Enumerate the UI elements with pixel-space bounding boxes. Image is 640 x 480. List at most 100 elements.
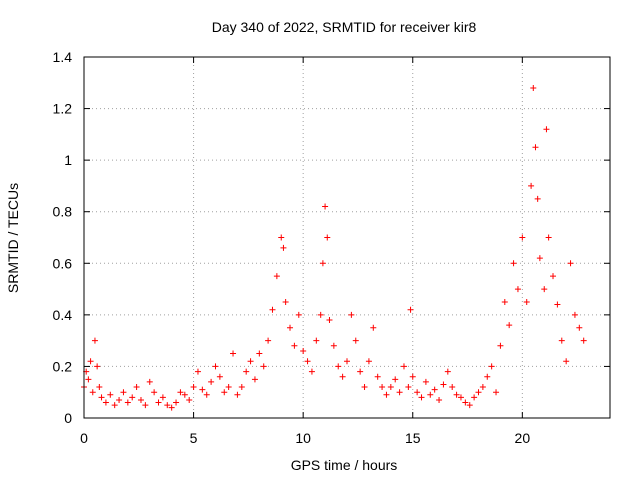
data-point (558, 337, 565, 344)
data-point (142, 402, 149, 409)
data-point (212, 363, 219, 370)
data-point (462, 399, 469, 406)
data-point (151, 389, 158, 396)
data-point (339, 373, 346, 380)
data-point (348, 311, 355, 318)
data-point (87, 358, 94, 365)
data-point (186, 396, 193, 403)
x-tick-labels: 0 5 10 15 20 (80, 430, 530, 446)
data-point (541, 286, 548, 293)
data-point (278, 234, 285, 241)
data-point (365, 358, 372, 365)
data-point (543, 126, 550, 133)
x-tick-label: 10 (295, 430, 311, 446)
y-tick-label: 0 (64, 410, 72, 426)
y-tick-label: 1.4 (53, 49, 73, 65)
chart-title: Day 340 of 2022, SRMTID for receiver kir… (212, 19, 477, 35)
data-point (326, 317, 333, 324)
data-point (225, 384, 232, 391)
data-point (282, 298, 289, 305)
data-point (400, 363, 407, 370)
data-point (449, 384, 456, 391)
data-point (330, 342, 337, 349)
data-point (396, 389, 403, 396)
data-point (273, 273, 280, 280)
x-tick-label: 0 (80, 430, 88, 446)
data-point (550, 273, 557, 280)
data-point (280, 244, 287, 251)
data-point (567, 260, 574, 267)
y-tick-label: 0.4 (53, 307, 73, 323)
data-point (427, 391, 434, 398)
data-point (444, 368, 451, 375)
data-point (453, 391, 460, 398)
data-point (291, 342, 298, 349)
data-point (133, 384, 140, 391)
data-point (523, 298, 530, 305)
data-point (374, 373, 381, 380)
data-point (313, 337, 320, 344)
data-point (269, 306, 276, 313)
data-point (409, 373, 416, 380)
data-point (383, 391, 390, 398)
data-point (304, 358, 311, 365)
data-point (85, 376, 92, 383)
data-point (352, 337, 359, 344)
data-point (234, 391, 241, 398)
data-point (528, 182, 535, 189)
data-point (94, 363, 101, 370)
data-point (96, 384, 103, 391)
data-point (91, 337, 98, 344)
x-axis-label: GPS time / hours (291, 457, 398, 473)
data-point (335, 363, 342, 370)
data-point (392, 376, 399, 383)
data-point (164, 402, 171, 409)
y-tick-label: 0.2 (53, 358, 73, 374)
data-point (300, 347, 307, 354)
data-point (129, 394, 136, 401)
data-point (251, 376, 258, 383)
data-point (422, 378, 429, 385)
data-point (571, 311, 578, 318)
data-point (146, 378, 153, 385)
data-point (457, 394, 464, 401)
data-point (534, 195, 541, 202)
data-point (405, 384, 412, 391)
data-point (436, 396, 443, 403)
data-point (216, 373, 223, 380)
y-tick-label: 0.8 (53, 204, 73, 220)
data-point (414, 389, 421, 396)
data-point (479, 384, 486, 391)
data-point (317, 311, 324, 318)
data-point (159, 394, 166, 401)
data-point (407, 306, 414, 313)
data-point (203, 391, 210, 398)
data-point (199, 386, 206, 393)
data-point (116, 396, 123, 403)
y-tick-label: 0.6 (53, 255, 73, 271)
data-point (324, 234, 331, 241)
data-point (295, 311, 302, 318)
data-point (173, 399, 180, 406)
data-point (510, 260, 517, 267)
data-point (287, 324, 294, 331)
x-tick-label: 5 (190, 430, 198, 446)
data-point (484, 373, 491, 380)
data-point (471, 394, 478, 401)
data-point (168, 404, 175, 411)
data-point (155, 399, 162, 406)
data-point (497, 342, 504, 349)
data-point (243, 368, 250, 375)
data-point (431, 386, 438, 393)
data-point (466, 402, 473, 409)
data-point (194, 368, 201, 375)
y-tick-label: 1 (64, 152, 72, 168)
data-point (208, 378, 215, 385)
y-tick-labels: 0 0.2 0.4 0.6 0.8 1 1.2 1.4 (53, 49, 73, 426)
data-point (530, 84, 537, 91)
y-axis-label: SRMTID / TECUs (5, 183, 21, 293)
data-point (563, 358, 570, 365)
data-point (120, 389, 127, 396)
x-tick-label: 15 (405, 430, 421, 446)
x-tick-label: 20 (515, 430, 531, 446)
